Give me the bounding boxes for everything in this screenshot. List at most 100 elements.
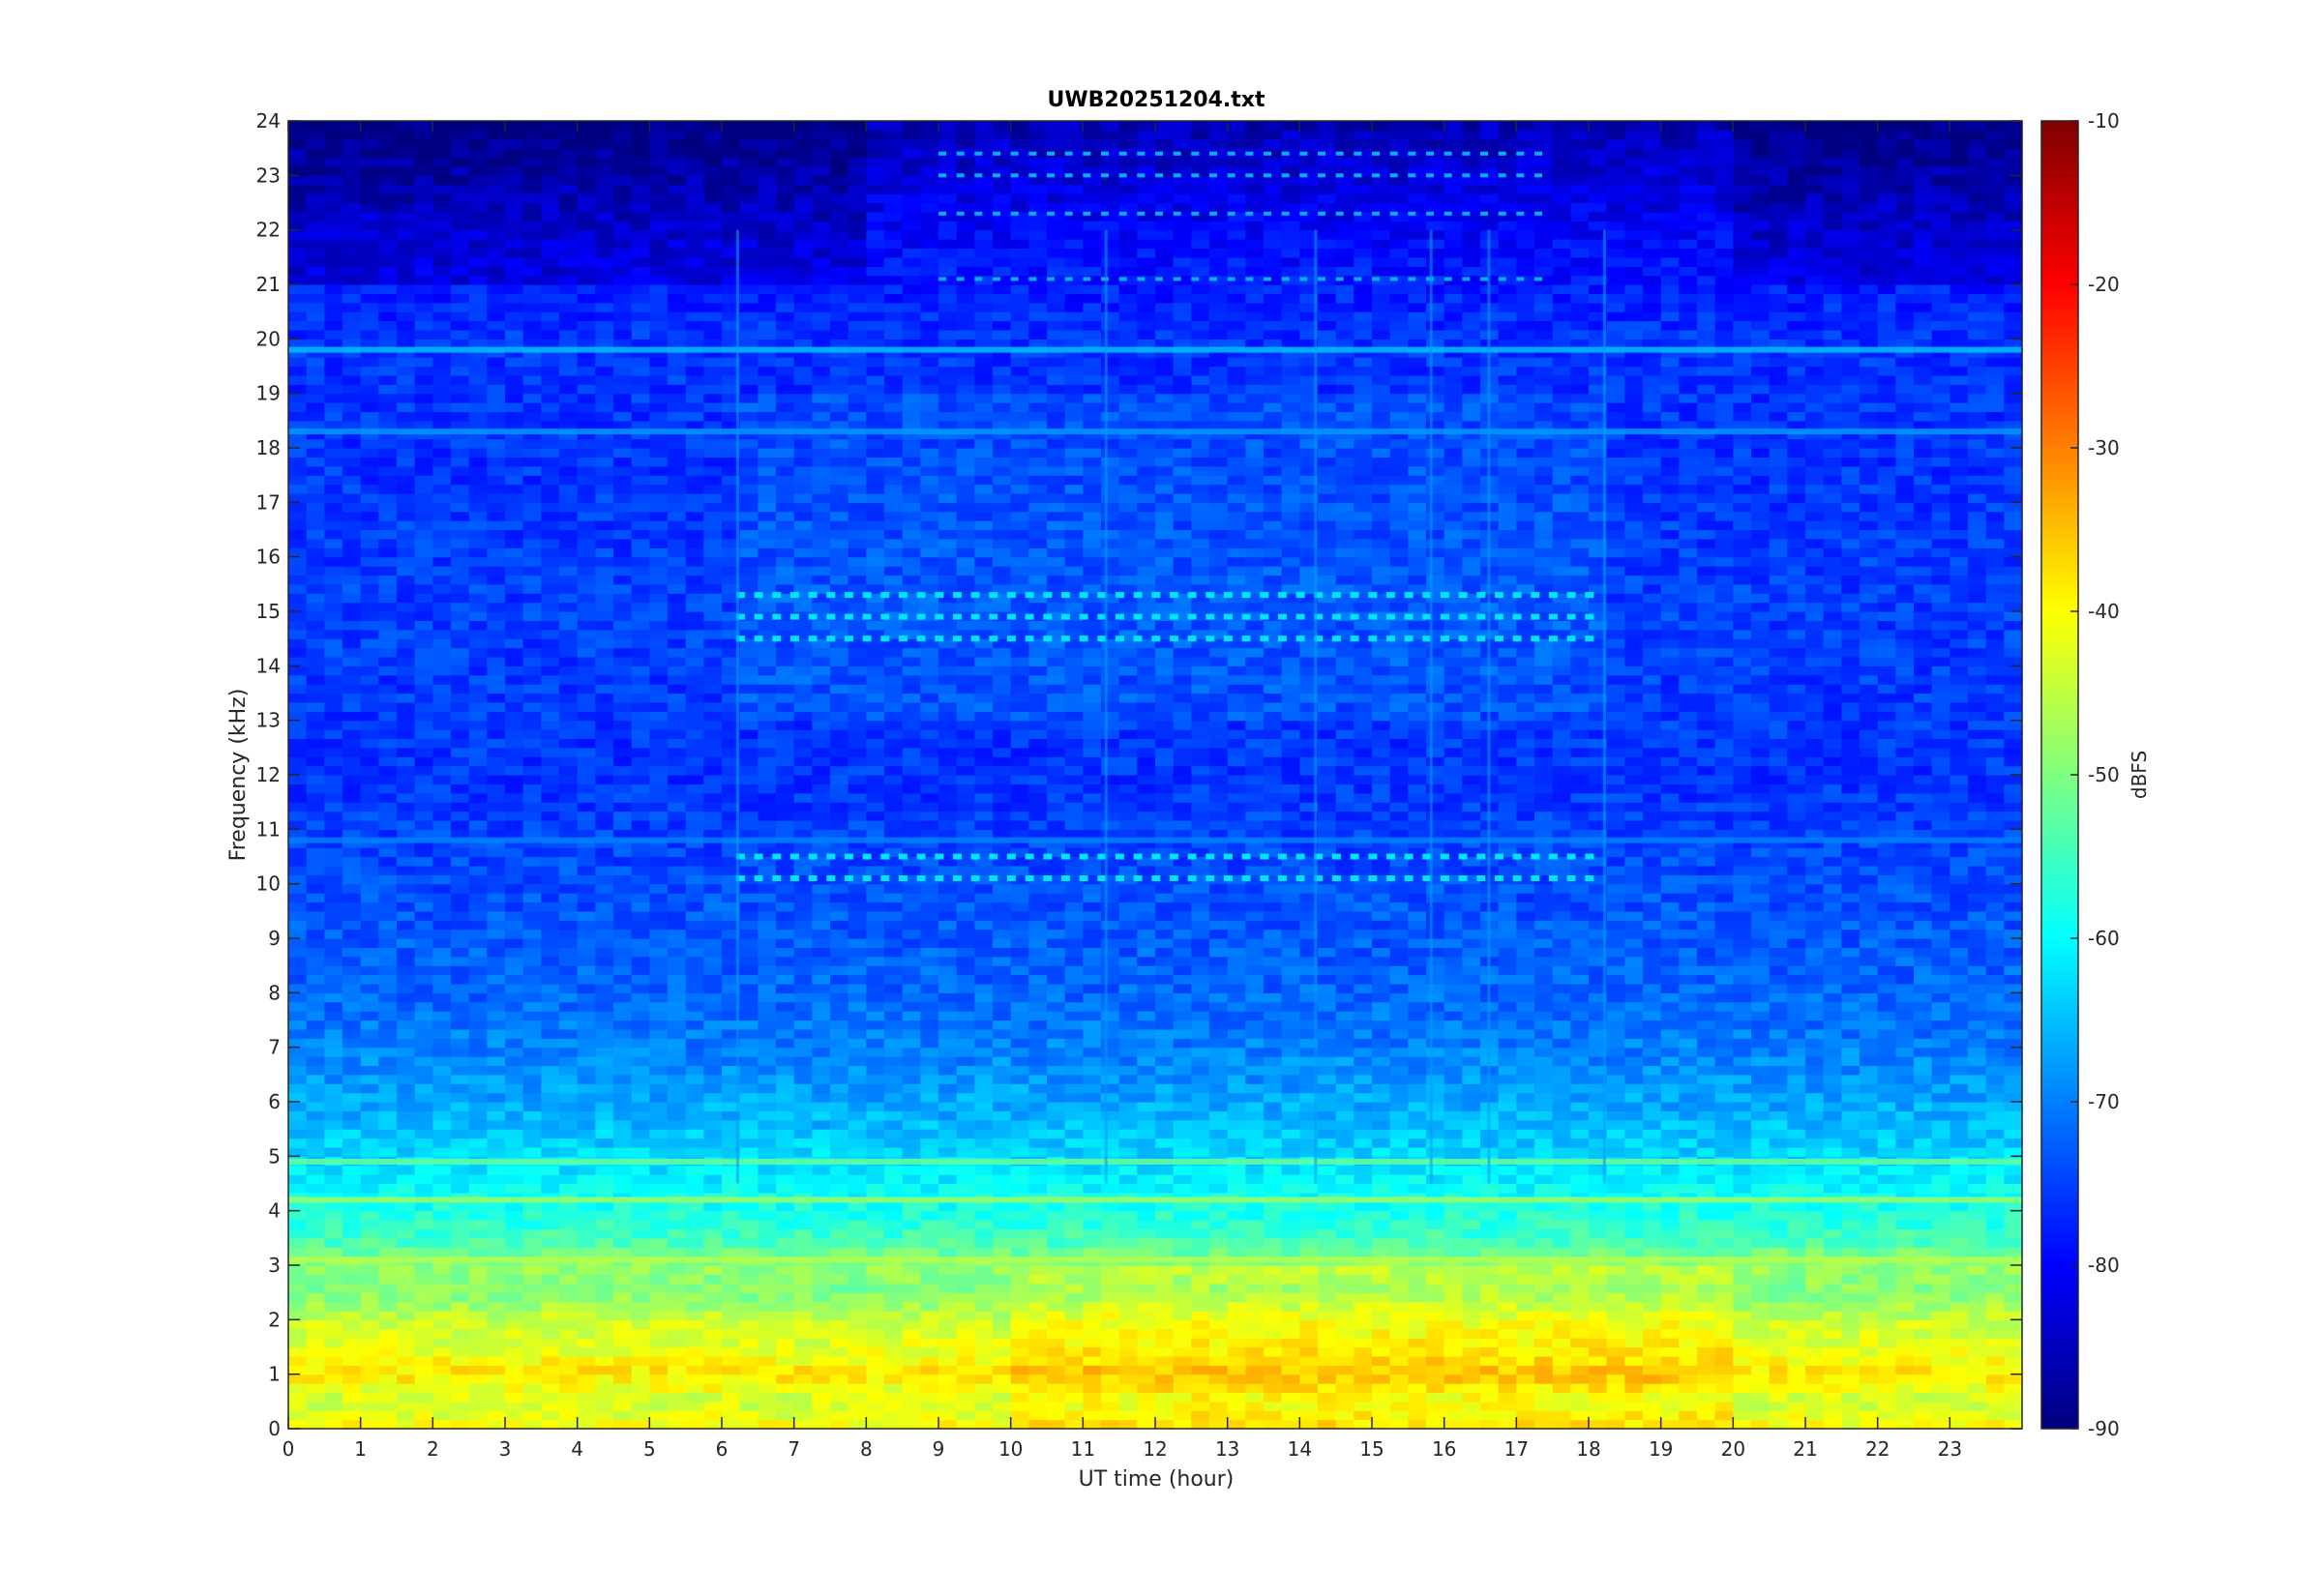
heatmap-cell: [685, 1038, 704, 1049]
heatmap-cell: [1209, 1083, 1229, 1094]
heatmap-cell: [1354, 1392, 1373, 1403]
heatmap-cell: [432, 1119, 452, 1130]
heatmap-cell: [722, 1328, 741, 1339]
heatmap-cell: [1679, 1201, 1698, 1212]
heatmap-cell: [1787, 1165, 1806, 1175]
heatmap-cell: [1841, 1265, 1861, 1275]
heatmap-cell: [1245, 1247, 1265, 1257]
heatmap-cell: [1660, 1001, 1680, 1012]
heatmap-cell: [1679, 1074, 1698, 1084]
heatmap-cell: [1606, 1165, 1625, 1175]
heatmap-cell: [1877, 1174, 1896, 1185]
heatmap-cell: [1624, 1020, 1644, 1030]
heatmap-cell: [812, 1410, 831, 1421]
heatmap-cell: [722, 1110, 741, 1121]
heatmap-cell: [613, 1129, 633, 1139]
heatmap-cell: [1155, 1210, 1175, 1221]
heatmap-cell: [1606, 1220, 1625, 1230]
heatmap-cell: [1985, 1346, 2005, 1357]
heatmap-cell: [2004, 1028, 2023, 1039]
heatmap-cell: [378, 1129, 398, 1139]
heatmap-cell: [1660, 1247, 1680, 1257]
heatmap-cell: [613, 1038, 633, 1049]
heatmap-cell: [884, 1355, 904, 1366]
heatmap-cell: [739, 1047, 759, 1057]
heatmap-cell: [522, 1319, 542, 1330]
heatmap-cell: [1606, 1328, 1625, 1339]
heatmap-cell: [1679, 992, 1698, 1003]
heatmap-cell: [776, 1283, 795, 1293]
heatmap-cell: [1606, 1092, 1625, 1103]
heatmap-cell: [451, 1165, 470, 1175]
heatmap-cell: [595, 1392, 614, 1403]
heatmap-cell: [1823, 974, 1842, 985]
heatmap-cell: [1047, 1419, 1066, 1430]
heatmap-cell: [1968, 1374, 1987, 1384]
heatmap-cell: [1787, 1319, 1806, 1330]
heatmap-cell: [793, 1083, 813, 1094]
heatmap-cell: [577, 1020, 596, 1030]
heatmap-cell: [306, 1183, 325, 1194]
heatmap-cell: [1895, 1365, 1915, 1375]
heatmap-cell: [288, 1092, 308, 1103]
heatmap-cell: [397, 1083, 416, 1094]
heatmap-cell: [414, 1346, 433, 1357]
heatmap-cell: [793, 1092, 813, 1103]
heatmap-cell: [1552, 956, 1571, 966]
heatmap-cell: [1118, 1383, 1138, 1394]
heatmap-cell: [1083, 965, 1102, 976]
heatmap-cell: [1227, 1028, 1246, 1039]
heatmap-cell: [830, 1065, 849, 1076]
heatmap-cell: [1787, 1237, 1806, 1248]
heatmap-cell: [1137, 1138, 1156, 1148]
heatmap-cell: [1155, 1074, 1175, 1084]
heatmap-cell: [1137, 1319, 1156, 1330]
heatmap-cell: [288, 1210, 308, 1221]
heatmap-cell: [685, 1047, 704, 1057]
heatmap-cell: [1209, 992, 1229, 1003]
heatmap-cell: [685, 1001, 704, 1012]
heatmap-cell: [1643, 1065, 1662, 1076]
heatmap-cell: [1227, 1338, 1246, 1348]
heatmap-cell: [1877, 1083, 1896, 1094]
heatmap-cell: [1354, 1220, 1373, 1230]
heatmap-cell: [1318, 1065, 1337, 1076]
heatmap-cell: [1714, 965, 1734, 976]
heatmap-cell: [866, 1237, 885, 1248]
heatmap-cell: [1860, 1383, 1879, 1394]
heatmap-cell: [866, 1038, 885, 1049]
heatmap-cell: [848, 1283, 867, 1293]
heatmap-cell: [1047, 974, 1066, 985]
heatmap-cell: [1227, 1174, 1246, 1185]
heatmap-cell: [866, 1220, 885, 1230]
heatmap-cell: [1552, 1056, 1571, 1067]
heatmap-cell: [541, 1201, 560, 1212]
heatmap-cell: [1299, 1274, 1319, 1285]
heatmap-cell: [848, 1138, 867, 1148]
heatmap-cell: [1264, 1247, 1283, 1257]
heatmap-cell: [559, 1310, 579, 1320]
heatmap-cell: [703, 1301, 723, 1312]
heatmap-cell: [1227, 1092, 1246, 1103]
heatmap-cell: [1877, 1328, 1896, 1339]
heatmap-cell: [1389, 1220, 1409, 1230]
heatmap-cell: [1968, 1201, 1987, 1212]
heatmap-cell: [522, 1020, 542, 1030]
heatmap-cell: [1624, 983, 1644, 993]
heatmap-cell: [1408, 965, 1427, 976]
heatmap-cell: [1264, 1083, 1283, 1094]
heatmap-cell: [920, 1201, 939, 1212]
heatmap-cell: [1028, 1338, 1048, 1348]
heatmap-cell: [1389, 1274, 1409, 1285]
heatmap-cell: [830, 1220, 849, 1230]
heatmap-cell: [1714, 1283, 1734, 1293]
heatmap-cell: [1534, 1165, 1554, 1175]
heatmap-cell: [758, 1210, 777, 1221]
heatmap-cell: [1914, 1001, 1933, 1012]
heatmap-cell: [1191, 1265, 1210, 1275]
heatmap-cell: [1209, 1355, 1229, 1366]
heatmap-cell: [938, 1274, 958, 1285]
heatmap-cell: [1335, 1047, 1354, 1057]
heatmap-cell: [830, 1183, 849, 1194]
heatmap-cell: [324, 1247, 343, 1257]
